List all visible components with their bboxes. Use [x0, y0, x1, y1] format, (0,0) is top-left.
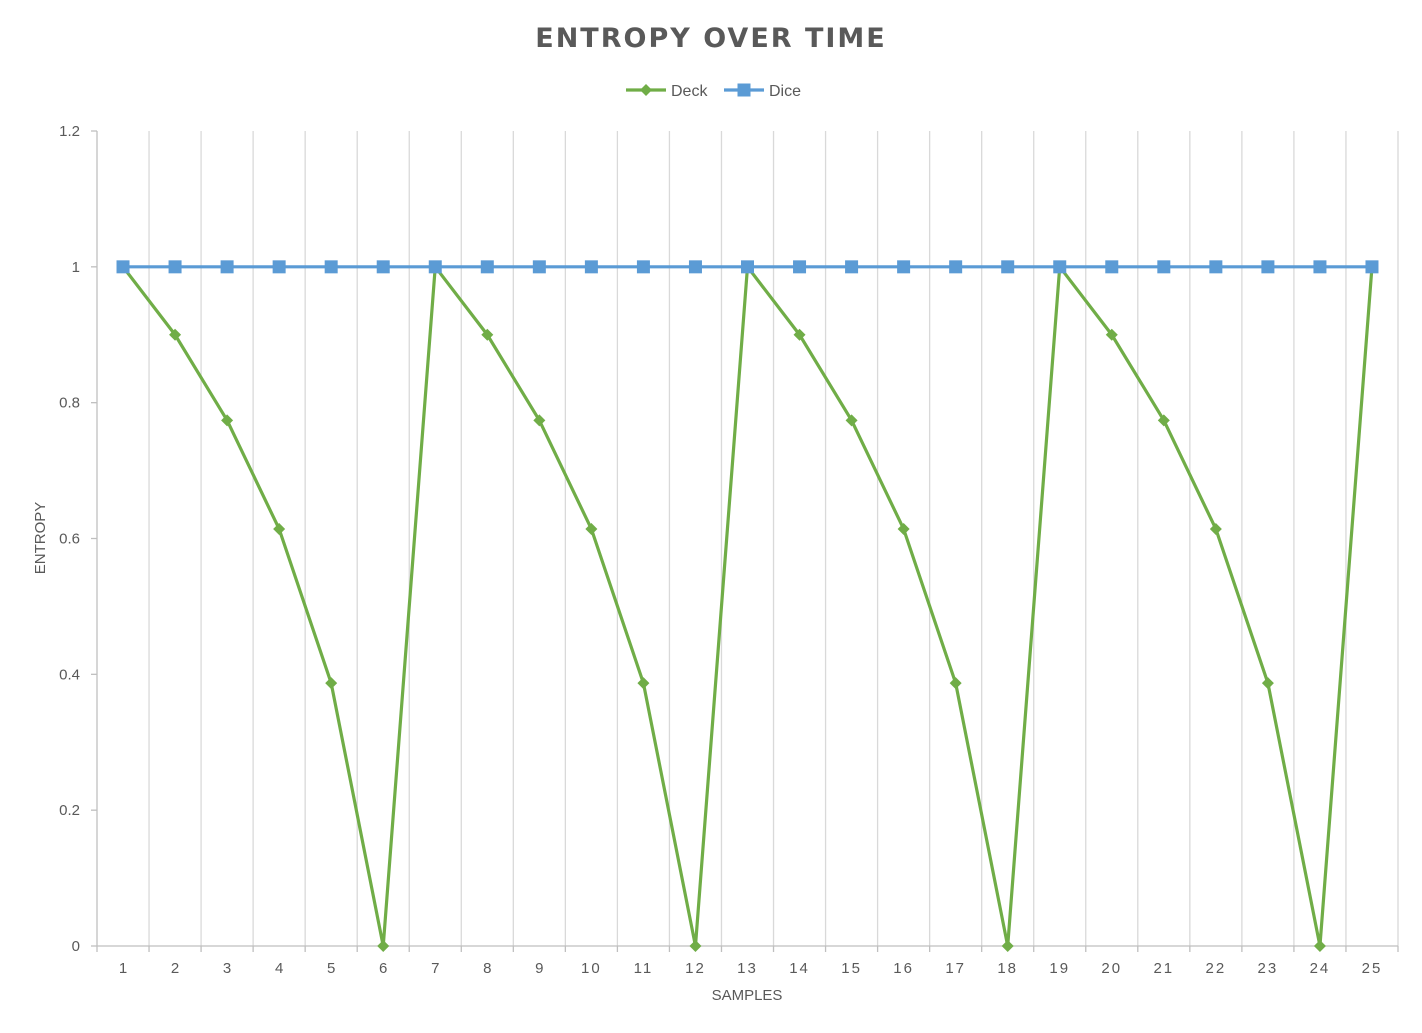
legend-item-deck: Deck	[626, 83, 708, 100]
series-deck-point	[845, 414, 858, 427]
gridlines	[148, 131, 1399, 946]
series-layer	[116, 260, 1379, 952]
x-tick-label: 21	[1153, 960, 1174, 977]
chart-title: ENTROPY OVER TIME	[535, 23, 886, 54]
x-tick-label: 19	[1049, 960, 1070, 977]
series-dice-point	[272, 260, 286, 274]
series-dice-point	[480, 260, 494, 274]
series-dice-point	[324, 260, 338, 274]
series-dice-point	[688, 260, 702, 274]
axes	[91, 130, 1399, 952]
series-dice-point	[532, 260, 546, 274]
series-dice-point	[1365, 260, 1379, 274]
series-deck-point	[169, 328, 182, 341]
series-dice	[116, 260, 1379, 274]
x-axis-ticks: 1 2 3 4 5 6 7 8 9 10 11 12 13 14 15 16 17 18 19 20 21 22 23 24 2…	[119, 960, 1383, 977]
x-tick-label: 15	[841, 960, 862, 977]
x-tick-label: 17	[945, 960, 966, 977]
series-deck-point	[481, 328, 494, 341]
series-dice-point	[845, 260, 859, 274]
y-tick-label: 0.4	[59, 666, 80, 683]
series-deck	[117, 260, 1378, 952]
series-deck-point	[221, 414, 234, 427]
series-dice-point	[949, 260, 963, 274]
x-tick-label: 23	[1258, 960, 1279, 977]
y-tick-label: 0.2	[59, 802, 80, 819]
series-dice-point	[168, 260, 182, 274]
series-deck-point	[1313, 940, 1326, 952]
y-tick-label: 0	[72, 938, 80, 955]
series-dice-point	[1053, 260, 1067, 274]
series-dice-point	[1001, 260, 1015, 274]
y-tick-label: 1.2	[59, 123, 80, 140]
x-tick-label: 11	[634, 960, 654, 977]
x-tick-label: 14	[789, 960, 810, 977]
series-dice-point	[1209, 260, 1223, 274]
x-tick-label: 12	[685, 960, 706, 977]
x-tick-label: 18	[997, 960, 1018, 977]
legend-marker-dice	[737, 83, 751, 97]
series-dice-point	[116, 260, 130, 274]
series-dice-point	[376, 260, 390, 274]
series-dice-point	[741, 260, 754, 274]
legend-label-dice: Dice	[769, 83, 801, 100]
y-axis-ticks: 0 0.2 0.4 0.6 0.8 1 1.2	[59, 123, 80, 955]
series-deck-point	[897, 522, 910, 535]
x-tick-label: 6	[379, 960, 387, 977]
x-tick-label: 13	[737, 960, 758, 977]
series-deck-point	[1001, 940, 1014, 952]
x-tick-label: 9	[535, 960, 543, 977]
x-tick-label: 25	[1362, 960, 1383, 977]
y-tick-label: 0.6	[59, 531, 80, 548]
series-deck-point	[533, 414, 546, 427]
legend: Deck Dice	[626, 83, 801, 100]
x-tick-label: 8	[483, 960, 491, 977]
x-tick-label: 1	[119, 960, 127, 977]
series-deck-point	[273, 522, 286, 535]
series-deck-point	[637, 677, 650, 690]
series-deck-line	[121, 265, 1374, 948]
y-tick-label: 1	[72, 259, 80, 276]
x-tick-label: 20	[1101, 960, 1122, 977]
series-deck-point	[377, 940, 390, 952]
series-dice-point	[1105, 260, 1119, 274]
legend-label-deck: Deck	[671, 83, 708, 100]
series-dice-point	[636, 260, 650, 274]
series-deck-point	[949, 677, 962, 690]
x-axis-title: SAMPLES	[712, 987, 783, 1004]
series-deck-point	[1105, 328, 1118, 341]
legend-item-dice: Dice	[724, 83, 801, 100]
series-dice-point	[793, 260, 807, 274]
series-dice-point	[428, 260, 442, 274]
y-axis-title: ENTROPY	[32, 502, 49, 575]
x-tick-label: 24	[1310, 960, 1331, 977]
legend-marker-deck	[640, 84, 652, 96]
y-tick-label: 0.8	[59, 395, 80, 412]
series-dice-point	[220, 260, 234, 274]
series-dice-point	[584, 260, 598, 274]
x-tick-label: 22	[1206, 960, 1227, 977]
x-tick-label: 5	[327, 960, 335, 977]
series-dice-point	[1261, 260, 1275, 274]
series-dice-point	[1313, 260, 1327, 274]
series-deck-point	[689, 940, 702, 952]
series-deck-point	[1157, 414, 1170, 427]
series-deck-point	[793, 328, 806, 341]
x-tick-label: 2	[171, 960, 179, 977]
series-dice-point	[1157, 260, 1171, 274]
series-deck-point	[325, 677, 338, 690]
x-tick-label: 10	[581, 960, 602, 977]
series-deck-point	[585, 522, 598, 535]
x-tick-label: 3	[223, 960, 231, 977]
x-tick-label: 16	[893, 960, 914, 977]
series-deck-point	[1261, 677, 1274, 690]
series-deck-point	[1209, 522, 1222, 535]
x-tick-label: 7	[431, 960, 439, 977]
x-tick-label: 4	[275, 960, 283, 977]
series-dice-point	[897, 260, 911, 274]
